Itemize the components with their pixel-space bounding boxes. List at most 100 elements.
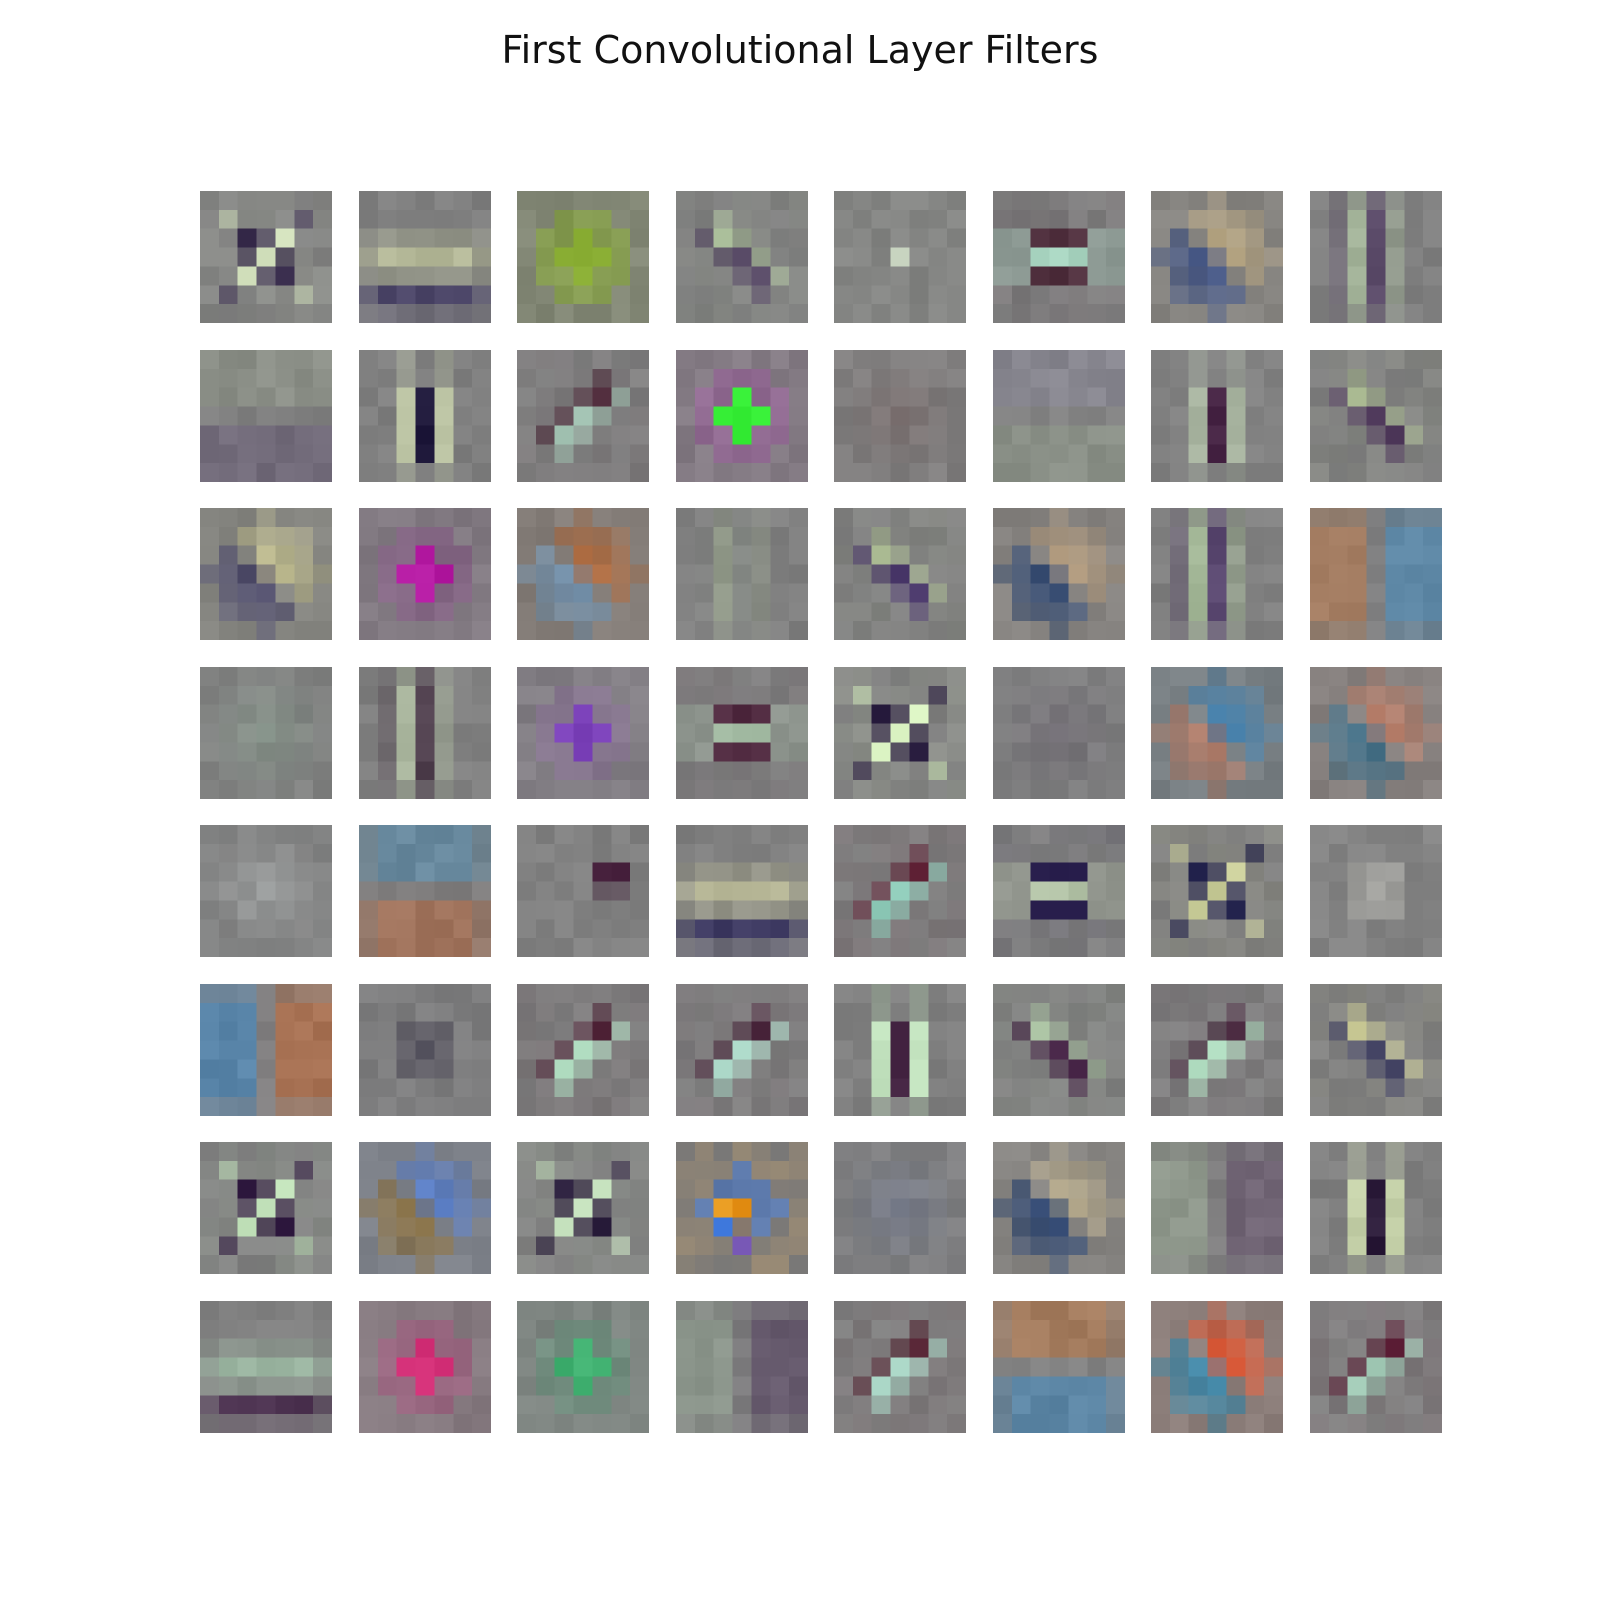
filter-pixel [947, 723, 966, 743]
filter-pixel [1188, 462, 1208, 482]
filter-pixel [1207, 209, 1227, 230]
filter-pixel [1366, 1357, 1386, 1377]
filter-pixel [769, 602, 790, 622]
filter-pixel [294, 825, 314, 845]
filter-pixel [275, 1357, 295, 1377]
filter-pixel [909, 900, 929, 920]
filter-pixel [377, 1077, 397, 1098]
filter-pixel [396, 462, 416, 482]
filter-pixel [992, 1357, 1012, 1377]
filter-pixel [675, 1077, 695, 1098]
filter-pixel [573, 760, 593, 781]
filter-pixel [256, 191, 276, 211]
filter-pixel [1105, 900, 1125, 920]
filter-pixel [452, 1357, 473, 1377]
filter-pixel [554, 564, 574, 584]
filter-pixel [694, 1319, 714, 1339]
filter-pixel [433, 406, 454, 426]
filter-pixel [471, 685, 491, 705]
filter-pixel [1366, 1198, 1386, 1218]
filter-pixel [928, 666, 948, 686]
filter-pixel [377, 760, 397, 781]
filter-pixel [611, 228, 631, 248]
filter-pixel [630, 583, 649, 603]
filter-pixel [573, 191, 593, 211]
filter-pixel [909, 1217, 929, 1237]
filter-pixel [1169, 247, 1190, 267]
filter-pixel [1264, 1002, 1283, 1022]
filter-pixel [675, 1413, 695, 1433]
filter-pixel [415, 1217, 435, 1237]
filter-pixel [630, 983, 649, 1003]
filter-pixel [218, 825, 239, 845]
filter-pixel [415, 1236, 435, 1256]
filter-pixel [630, 1179, 649, 1199]
filter-pixel [517, 825, 537, 845]
filter-grid [200, 191, 1442, 1433]
filter-pixel [890, 760, 910, 781]
filter-pixel [275, 862, 295, 882]
filter-pixel [1030, 228, 1050, 248]
filter-pixel [358, 526, 378, 547]
filter-pixel [1264, 741, 1283, 762]
filter-pixel [750, 545, 771, 565]
filter-pixel [256, 685, 276, 705]
filter-pixel [871, 919, 891, 939]
filter-pixel [200, 741, 220, 762]
filter-pixel [200, 1142, 220, 1162]
filter-pixel [1366, 1002, 1386, 1022]
filter-pixel [237, 938, 257, 957]
filter-pixel [947, 881, 966, 901]
filter-pixel [1207, 621, 1227, 640]
filter-pixel [573, 900, 593, 920]
filter-pixel [1169, 443, 1190, 464]
filter-pixel [377, 266, 397, 286]
filter-pixel [573, 1040, 593, 1060]
filter-pixel [1264, 266, 1283, 286]
filter-pixel [452, 825, 473, 845]
filter-pixel [1264, 285, 1283, 305]
filter-pixel [294, 228, 314, 248]
filter-pixel [611, 304, 631, 323]
filter-54 [992, 1142, 1125, 1274]
filter-pixel [992, 304, 1012, 323]
filter-pixel [592, 266, 612, 286]
filter-pixel [909, 1394, 929, 1415]
filter-pixel [675, 583, 695, 603]
filter-pixel [218, 1142, 239, 1162]
filter-pixel [256, 779, 276, 799]
filter-pixel [1030, 526, 1050, 547]
filter-pixel [852, 424, 873, 445]
filter-pixel [1403, 228, 1424, 248]
filter-pixel [1169, 1142, 1190, 1162]
filter-pixel [1207, 862, 1227, 882]
filter-pixel [1226, 1179, 1246, 1199]
filter-pixel [1309, 424, 1329, 445]
filter-pixel [1030, 285, 1050, 305]
filter-pixel [433, 285, 454, 305]
filter-pixel [275, 1002, 295, 1022]
filter-pixel [630, 368, 649, 388]
filter-pixel [294, 209, 314, 230]
filter-pixel [256, 1236, 276, 1256]
filter-pixel [592, 1160, 612, 1181]
filter-pixel [256, 862, 276, 882]
filter-pixel [630, 526, 649, 547]
filter-pixel [1264, 938, 1283, 957]
filter-60 [675, 1300, 808, 1433]
filter-pixel [1422, 285, 1442, 305]
filter-pixel [1067, 666, 1088, 686]
filter-pixel [890, 983, 910, 1003]
filter-pixel [237, 666, 257, 686]
filter-pixel [433, 1217, 454, 1237]
filter-pixel [1309, 1021, 1329, 1041]
filter-pixel [1403, 741, 1424, 762]
filter-pixel [535, 545, 556, 565]
filter-pixel [218, 1160, 239, 1181]
filter-pixel [675, 1319, 695, 1339]
filter-pixel [218, 1198, 239, 1218]
filter-pixel [1226, 760, 1246, 781]
filter-pixel [358, 1413, 378, 1433]
filter-pixel [1226, 209, 1246, 230]
filter-pixel [834, 1179, 854, 1199]
